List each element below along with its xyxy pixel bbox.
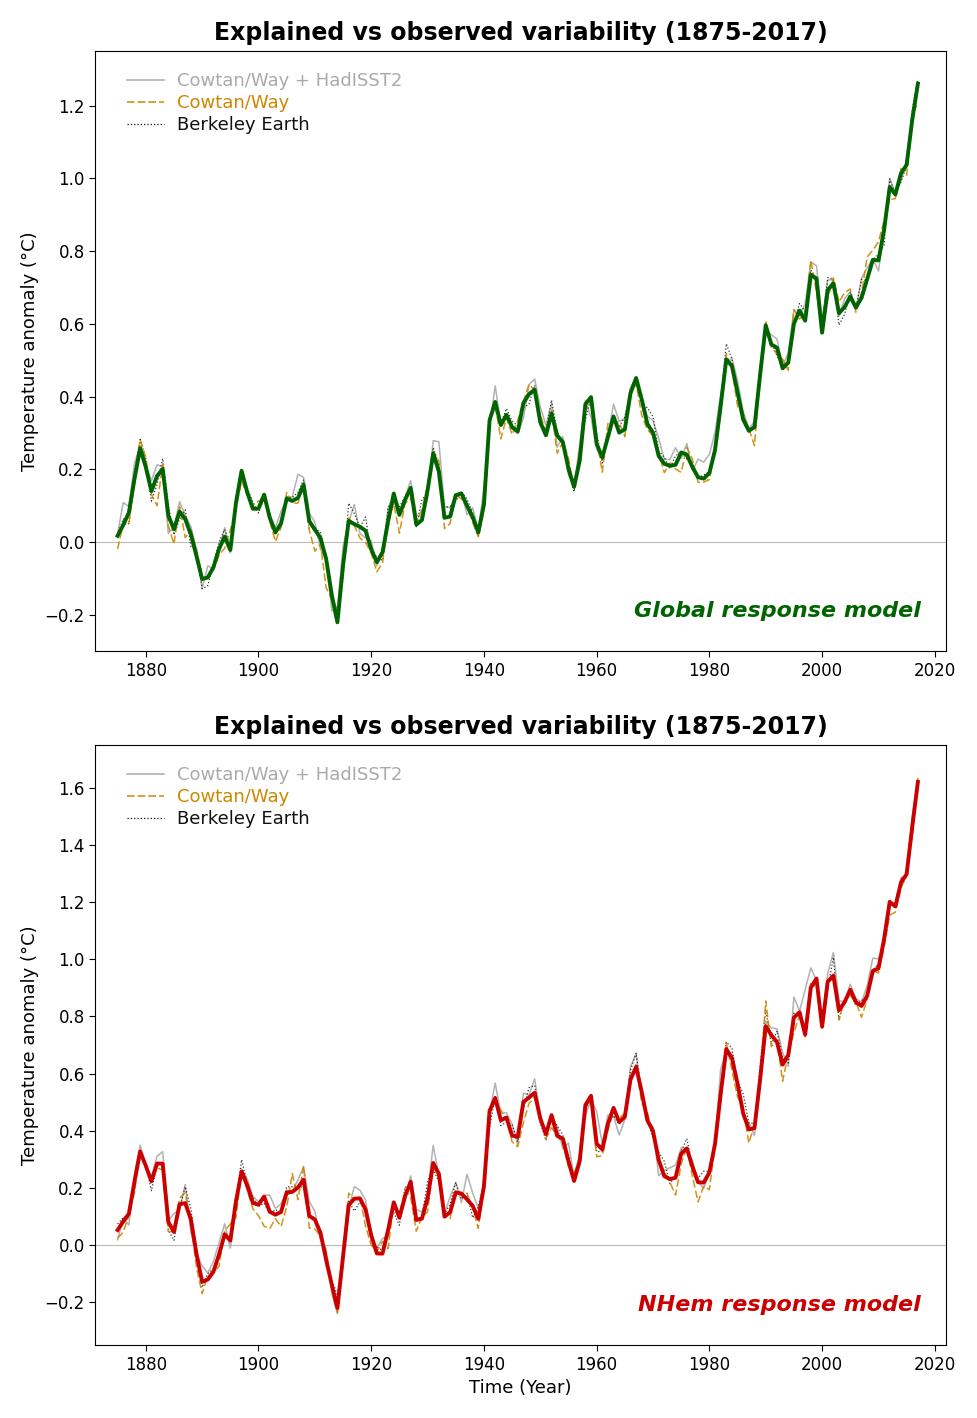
Text: Global response model: Global response model (633, 601, 919, 621)
Title: Explained vs observed variability (1875-2017): Explained vs observed variability (1875-… (214, 715, 827, 739)
Legend: Cowtan/Way + HadISST2, Cowtan/Way, Berkeley Earth: Cowtan/Way + HadISST2, Cowtan/Way, Berke… (120, 65, 408, 140)
X-axis label: Time (Year): Time (Year) (469, 1380, 572, 1397)
Y-axis label: Temperature anomaly (°C): Temperature anomaly (°C) (21, 231, 39, 471)
Text: NHem response model: NHem response model (637, 1295, 919, 1314)
Legend: Cowtan/Way + HadISST2, Cowtan/Way, Berkeley Earth: Cowtan/Way + HadISST2, Cowtan/Way, Berke… (120, 759, 408, 835)
Title: Explained vs observed variability (1875-2017): Explained vs observed variability (1875-… (214, 21, 827, 45)
Y-axis label: Temperature anomaly (°C): Temperature anomaly (°C) (21, 925, 39, 1164)
